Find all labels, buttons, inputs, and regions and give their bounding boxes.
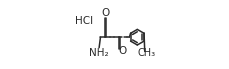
Text: O: O [118,46,127,56]
Text: CH₃: CH₃ [137,48,155,58]
Text: O: O [101,8,109,18]
Text: HCl: HCl [75,16,93,26]
Text: NH₂: NH₂ [89,48,109,58]
